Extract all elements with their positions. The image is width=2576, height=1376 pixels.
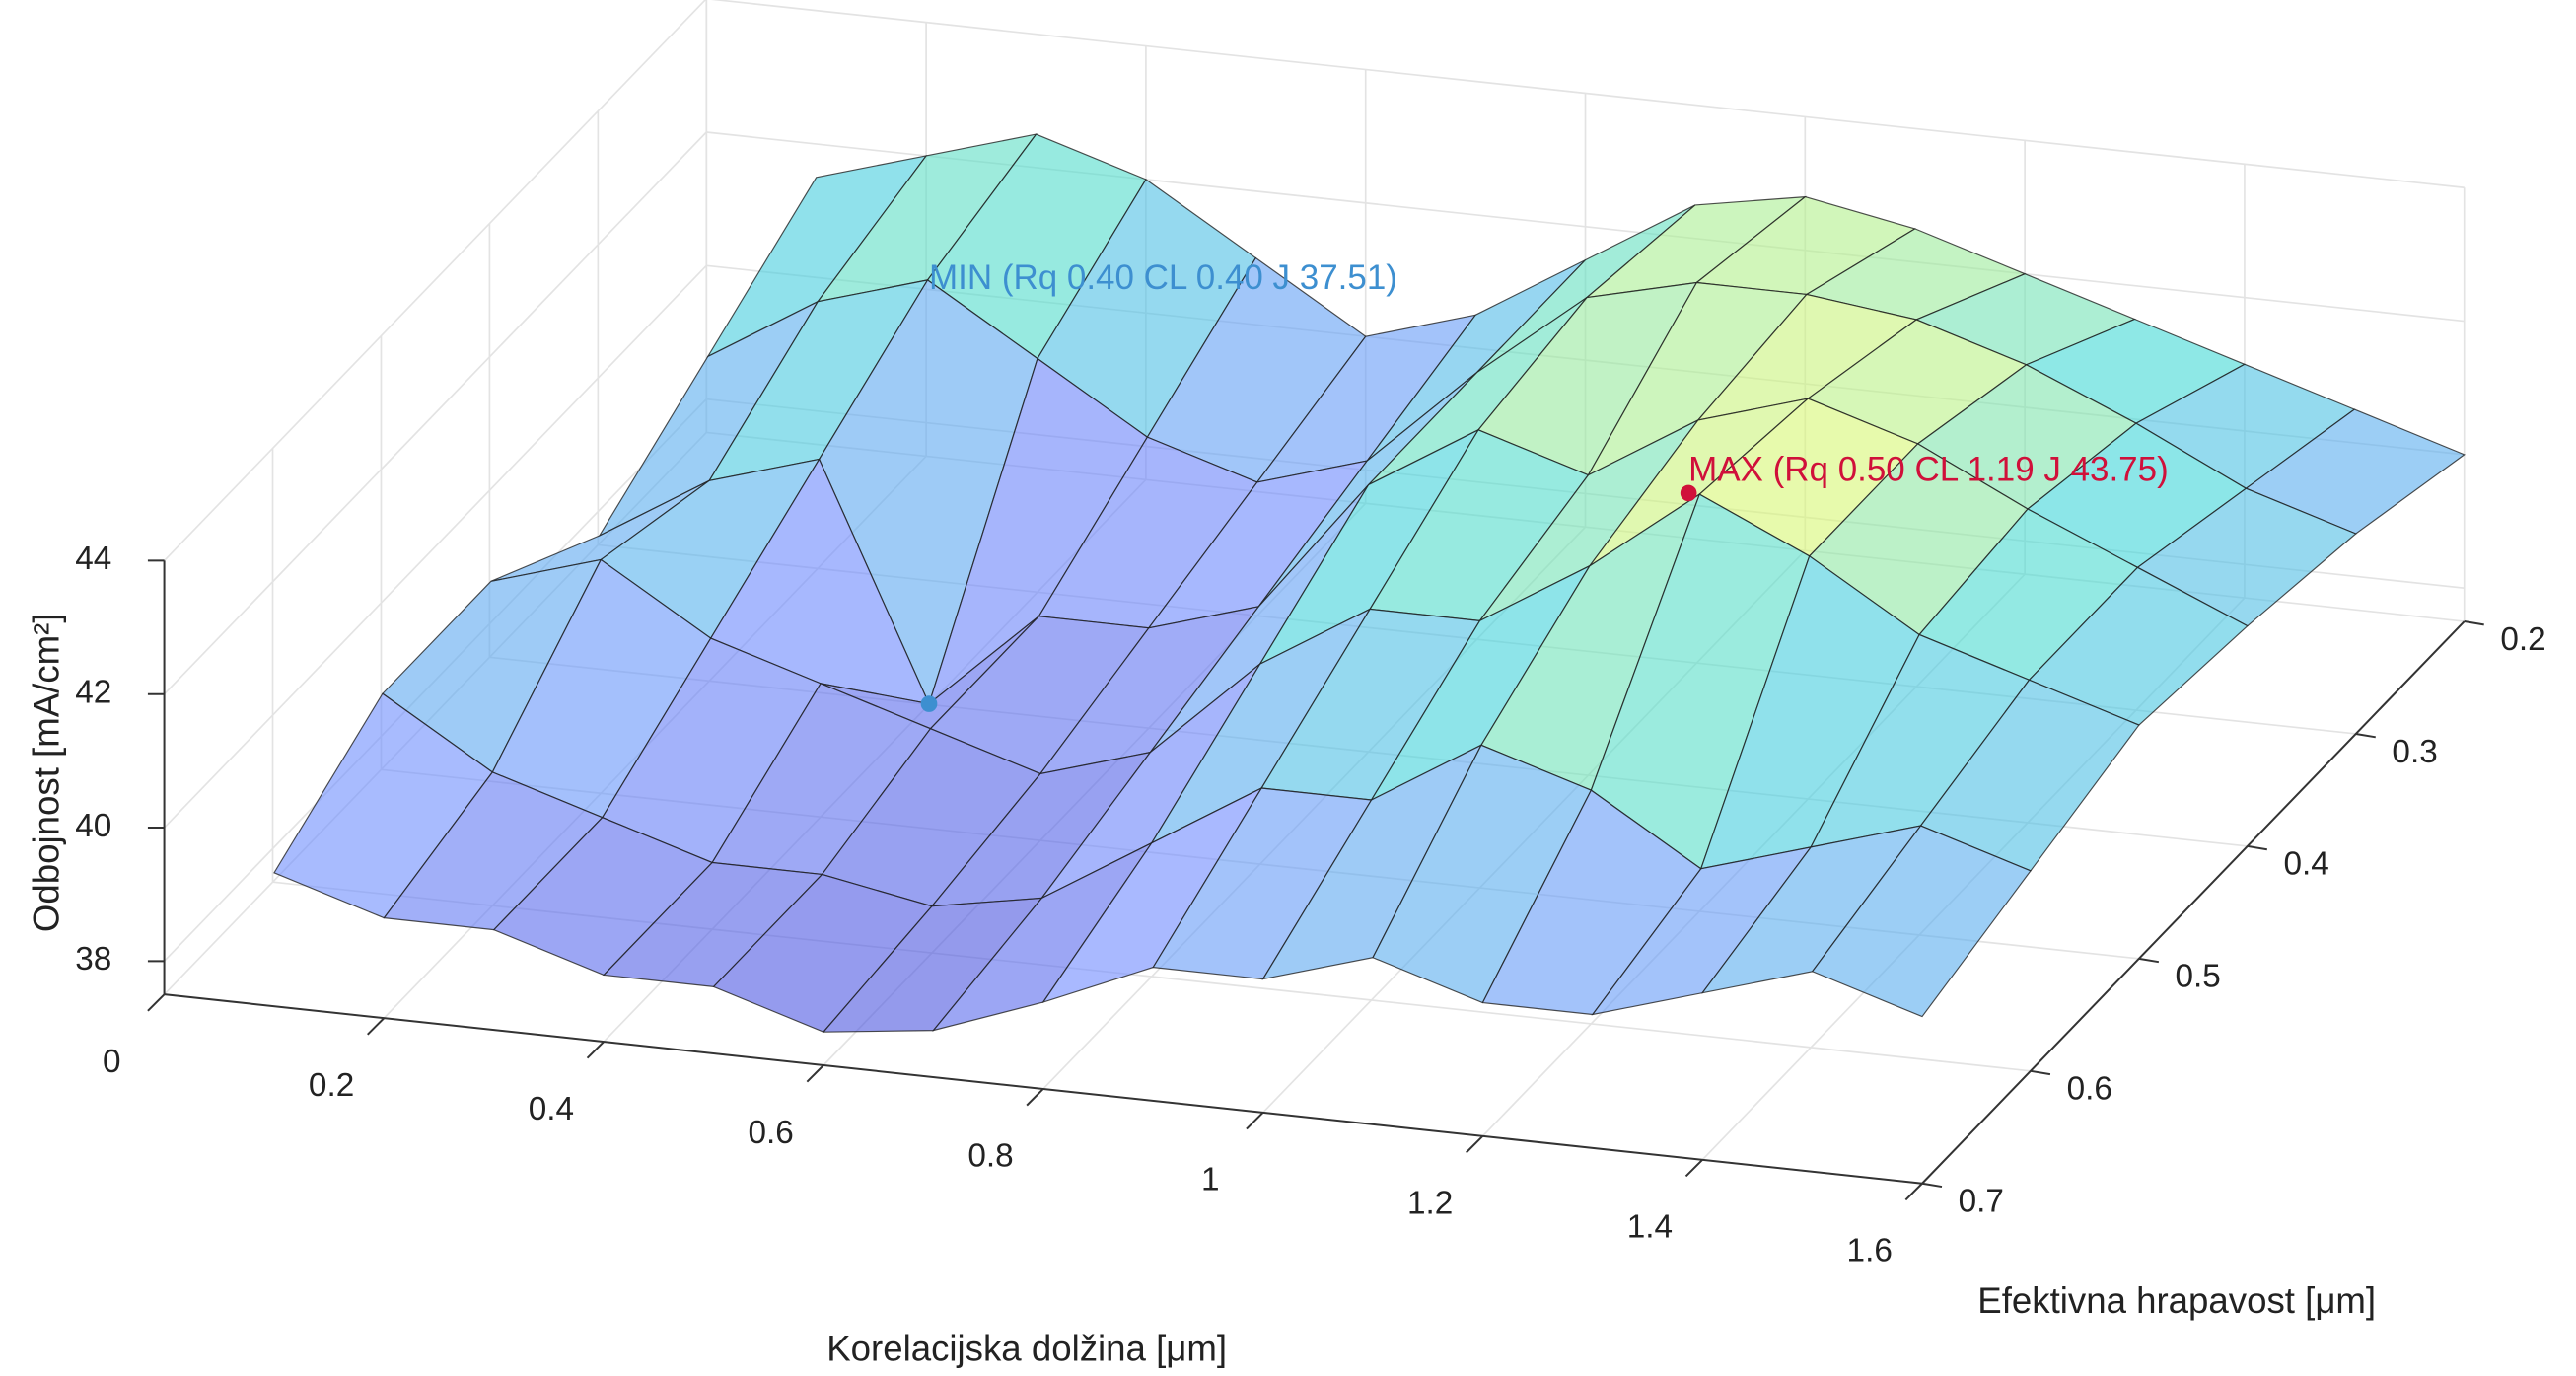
annotation-label: MIN (Rq 0.40 CL 0.40 J 37.51) — [929, 258, 1397, 297]
x-tick-label: 1.4 — [1627, 1209, 1673, 1246]
x-tick — [1684, 1159, 1703, 1178]
x-tick-label: 1.6 — [1847, 1233, 1893, 1269]
x-tick — [586, 1041, 605, 1059]
x-tick — [1466, 1135, 1484, 1154]
surface-patch — [1811, 825, 2032, 1018]
annotation-marker — [920, 695, 938, 712]
x-tick — [1026, 1088, 1044, 1107]
z-tick-label: 42 — [75, 675, 111, 711]
y-tick — [1921, 1182, 1943, 1189]
grid-line — [163, 0, 707, 561]
grid-line — [163, 131, 707, 695]
x-tick-label: 0.2 — [309, 1067, 354, 1104]
x-tick-label: 0 — [103, 1044, 121, 1080]
x-tick — [1904, 1183, 1923, 1201]
y-tick-label: 0.4 — [2283, 846, 2328, 883]
y-tick — [2355, 732, 2376, 739]
y-tick — [2464, 620, 2484, 626]
grid-line — [710, 0, 2465, 189]
x-tick — [806, 1064, 824, 1083]
x-tick-label: 1 — [1201, 1162, 1220, 1198]
y-tick-label: 0.5 — [2176, 959, 2221, 995]
z-axis-label: Odbojnost [mA/cm²] — [27, 613, 67, 932]
y-tick — [2138, 957, 2160, 964]
x-axis-label: Korelacijska dolžina [μm] — [826, 1328, 1227, 1368]
x-tick — [147, 993, 166, 1012]
x-tick-label: 0.4 — [529, 1091, 574, 1127]
x-tick — [1246, 1112, 1264, 1130]
z-tick-label: 38 — [75, 941, 111, 978]
x-tick-label: 0.8 — [967, 1138, 1013, 1175]
grid-line — [163, 264, 707, 829]
y-tick — [2030, 1069, 2051, 1076]
z-tick-label: 44 — [75, 541, 111, 577]
y-tick-label: 0.3 — [2392, 734, 2437, 770]
annotation-marker — [1680, 484, 1697, 502]
x-tick-label: 1.2 — [1407, 1186, 1453, 1222]
y-tick-label: 0.2 — [2500, 621, 2545, 658]
y-tick-label: 0.7 — [1959, 1184, 2004, 1220]
y-axis-label: Efektivna hrapavost [μm] — [1977, 1280, 2376, 1321]
z-tick-label: 40 — [75, 808, 111, 844]
y-axis — [1921, 620, 2466, 1185]
x-tick — [367, 1017, 386, 1036]
y-tick-label: 0.6 — [2067, 1071, 2112, 1108]
annotation-label: MAX (Rq 0.50 CL 1.19 J 43.75) — [1688, 450, 2169, 488]
x-tick-label: 0.6 — [749, 1115, 794, 1151]
y-tick — [2247, 844, 2267, 851]
